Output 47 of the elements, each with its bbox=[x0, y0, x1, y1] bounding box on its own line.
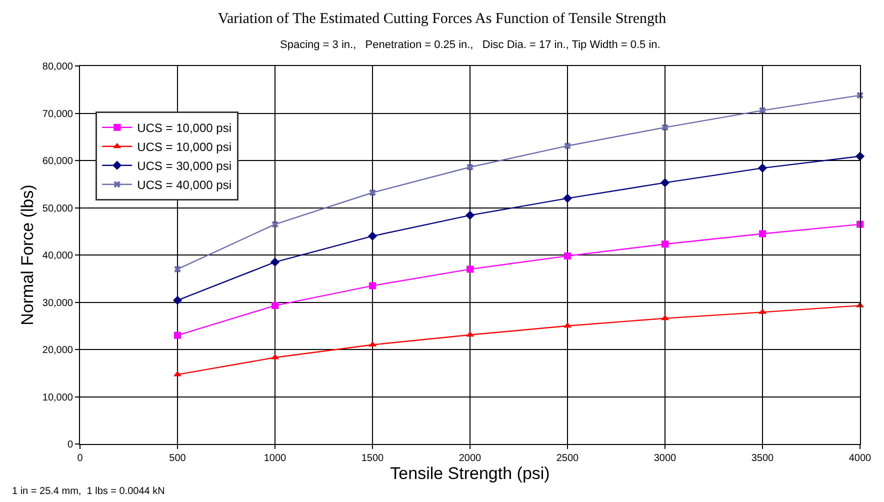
chart-title: Variation of The Estimated Cutting Forces As Function of Tensile Strength bbox=[218, 11, 667, 28]
y-tick-label: 60,000 bbox=[42, 156, 74, 167]
x-tick-label: 3000 bbox=[654, 453, 677, 464]
point bbox=[174, 332, 181, 339]
point bbox=[662, 124, 668, 131]
point bbox=[369, 189, 376, 196]
x-axis-title: Tensile Strength (psi) bbox=[390, 464, 550, 483]
y-tick-label: 20,000 bbox=[42, 345, 74, 356]
x-tick-label: 1000 bbox=[264, 453, 287, 464]
point bbox=[466, 164, 474, 171]
point bbox=[174, 266, 181, 273]
y-tick-label: 40,000 bbox=[42, 250, 74, 262]
legend-label: UCS = 10,000 psi bbox=[137, 121, 232, 136]
point bbox=[759, 107, 766, 114]
chart-subtitle: Spacing = 3 in., Penetration = 0.25 in., Disc Dia. = 17 in., Tip Width = 0.5 in. bbox=[280, 39, 660, 51]
y-tick-label: 10,000 bbox=[42, 392, 74, 404]
point bbox=[758, 164, 768, 173]
point bbox=[465, 210, 475, 220]
point bbox=[564, 142, 571, 150]
x-tick-label: 0 bbox=[77, 453, 84, 464]
point bbox=[272, 302, 278, 310]
point bbox=[172, 296, 182, 305]
point bbox=[369, 282, 376, 290]
y-axis-title: Normal Force (lbs) bbox=[18, 184, 37, 326]
x-tick-label: 500 bbox=[169, 453, 186, 464]
legend-label: UCS = 40,000 psi bbox=[137, 178, 232, 192]
point bbox=[660, 178, 670, 188]
point bbox=[564, 252, 571, 260]
point bbox=[759, 230, 766, 238]
point bbox=[562, 194, 572, 203]
point bbox=[662, 240, 668, 248]
point bbox=[368, 232, 378, 241]
legend-label: UCS = 10,000 psi bbox=[137, 140, 232, 154]
x-tick-label: 4000 bbox=[848, 453, 872, 464]
x-tick-label: 2000 bbox=[458, 453, 482, 464]
y-tick-label: 70,000 bbox=[42, 108, 74, 120]
y-tick-label: 0 bbox=[67, 440, 74, 450]
point bbox=[270, 258, 280, 267]
x-tick-label: 2500 bbox=[556, 453, 580, 464]
point bbox=[466, 266, 474, 273]
y-tick-label: 30,000 bbox=[42, 298, 74, 309]
text: 1 in = 25.4 mm, 1 lbs = 0.0044 kN bbox=[12, 486, 165, 497]
x-tick-label: 1500 bbox=[361, 453, 384, 464]
legend-label: UCS = 30,000 psi bbox=[137, 159, 232, 174]
y-tick-label: 80,000 bbox=[42, 62, 74, 72]
x-tick-label: 3500 bbox=[751, 453, 774, 464]
y-tick-label: 50,000 bbox=[42, 203, 74, 214]
